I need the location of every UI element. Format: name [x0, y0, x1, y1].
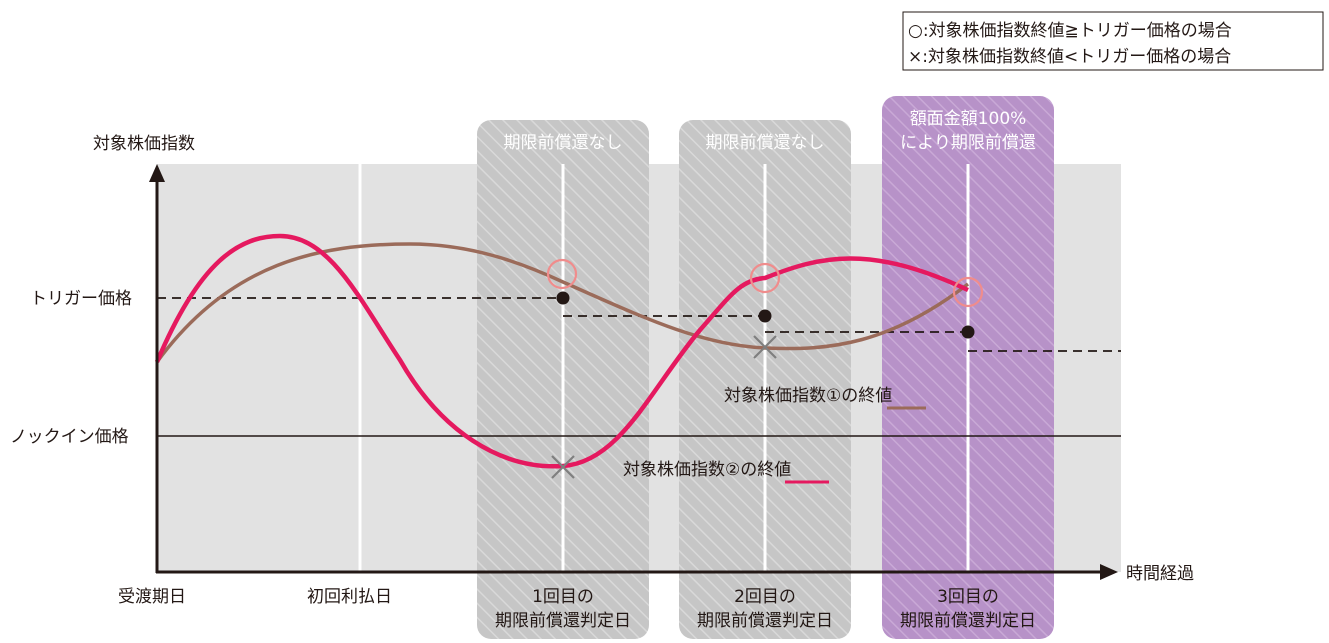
- period-2-date-line-2: 期限前償還判定日: [697, 611, 833, 631]
- period-2-status: 期限前償還なし: [706, 133, 825, 153]
- below-trigger-marker-2: [753, 335, 777, 359]
- series-1-line: [155, 242, 970, 364]
- x-axis-title: 時間経過: [1126, 564, 1194, 584]
- knockin-level-label: ノックイン価格: [10, 427, 129, 447]
- period-1-status: 期限前償還なし: [504, 133, 623, 153]
- series-2-line: [154, 233, 969, 469]
- y-axis-arrow-icon: [149, 164, 165, 182]
- x-tick-start: 受渡期日: [118, 587, 186, 607]
- period-2-date-line-1: 2回目の: [734, 587, 796, 607]
- period-3-status-line-1: 額面金額100%: [910, 109, 1027, 129]
- series-1-label: 対象株価指数①の終値: [724, 386, 892, 406]
- trigger-point-3: [961, 325, 975, 339]
- period-3-date-line-2: 期限前償還判定日: [900, 611, 1036, 631]
- below-trigger-marker-1: [551, 455, 575, 479]
- trigger-point-2: [758, 309, 772, 323]
- period-1-date-line-2: 期限前償還判定日: [495, 611, 631, 631]
- above-trigger-marker-3: [952, 276, 984, 308]
- y-axis-title: 対象株価指数: [93, 134, 195, 154]
- period-3-date-line-1: 3回目の: [937, 587, 999, 607]
- series-2-label: 対象株価指数②の終値: [623, 460, 791, 480]
- trigger-level-label: トリガー価格: [30, 289, 132, 309]
- trigger-point-1: [556, 291, 570, 305]
- above-trigger-marker-1: [546, 258, 578, 290]
- legend-box: [902, 11, 1324, 71]
- x-tick-first-interest: 初回利払日: [307, 587, 392, 607]
- legend-cross-text: ×:対象株価指数終値<トリガー価格の場合: [908, 47, 1231, 67]
- legend-circle-text: ○:対象株価指数終値≧トリガー価格の場合: [908, 21, 1232, 41]
- legend: ○:対象株価指数終値≧トリガー価格の場合 ×:対象株価指数終値<トリガー価格の場…: [902, 11, 1324, 71]
- x-axis-arrow-icon: [1100, 564, 1118, 580]
- period-3-status-line-2: により期限前償還: [900, 133, 1036, 153]
- above-trigger-marker-2: [749, 262, 781, 294]
- period-1-date-line-1: 1回目の: [532, 587, 594, 607]
